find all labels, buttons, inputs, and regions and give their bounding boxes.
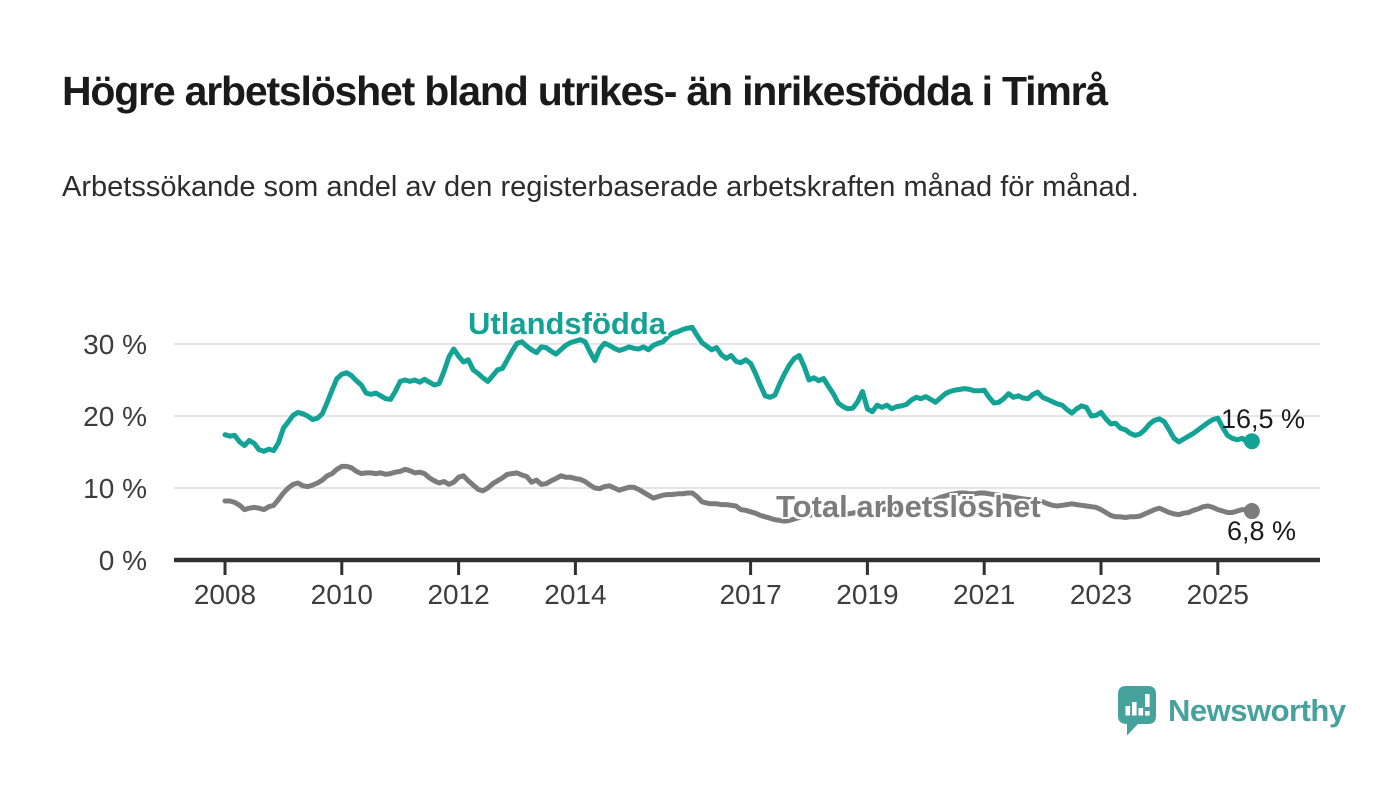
x-tick-label: 2023 [1070,579,1132,610]
x-tick-label: 2008 [194,579,256,610]
series-end-dot-0 [1243,433,1260,450]
bar-chart-bubble-icon [1118,686,1156,736]
x-tick-label: 2010 [311,579,373,610]
x-tick-label: 2012 [427,579,489,610]
x-tick-label: 2025 [1187,579,1249,610]
y-tick-label: 30 % [83,329,147,360]
series-label-total-arbetsloshet: Total arbetslöshet [776,489,1041,524]
newsworthy-brand-name: Newsworthy [1168,693,1346,728]
page-title: Högre arbetslöshet bland utrikes- än inr… [62,68,1108,114]
x-tick-label: 2021 [953,579,1015,610]
y-tick-label: 0 % [99,545,147,576]
x-tick-label: 2017 [719,579,781,610]
y-tick-label: 20 % [83,401,147,432]
y-tick-label: 10 % [83,473,147,504]
plot-svg: 0 % 10 % 20 % 30 % 2008 2010 2012 2014 2017 2019 2… [83,324,1320,610]
end-value-label-total: 6,8 % [1227,516,1297,546]
newsworthy-logo: Newsworthy [1118,686,1346,736]
x-tick-label: 2014 [544,579,606,610]
series-end-dot-1 [1243,503,1260,520]
chart-subtitle: Arbetssökande som andel av den registerb… [62,171,1139,203]
series-line-0 [222,324,1255,454]
series-label-utlandsfodda: Utlandsfödda [468,306,667,341]
series-line-1 [222,463,1255,524]
x-tick-label: 2019 [836,579,898,610]
end-value-label-utlandsfodda: 16,5 % [1221,404,1306,434]
